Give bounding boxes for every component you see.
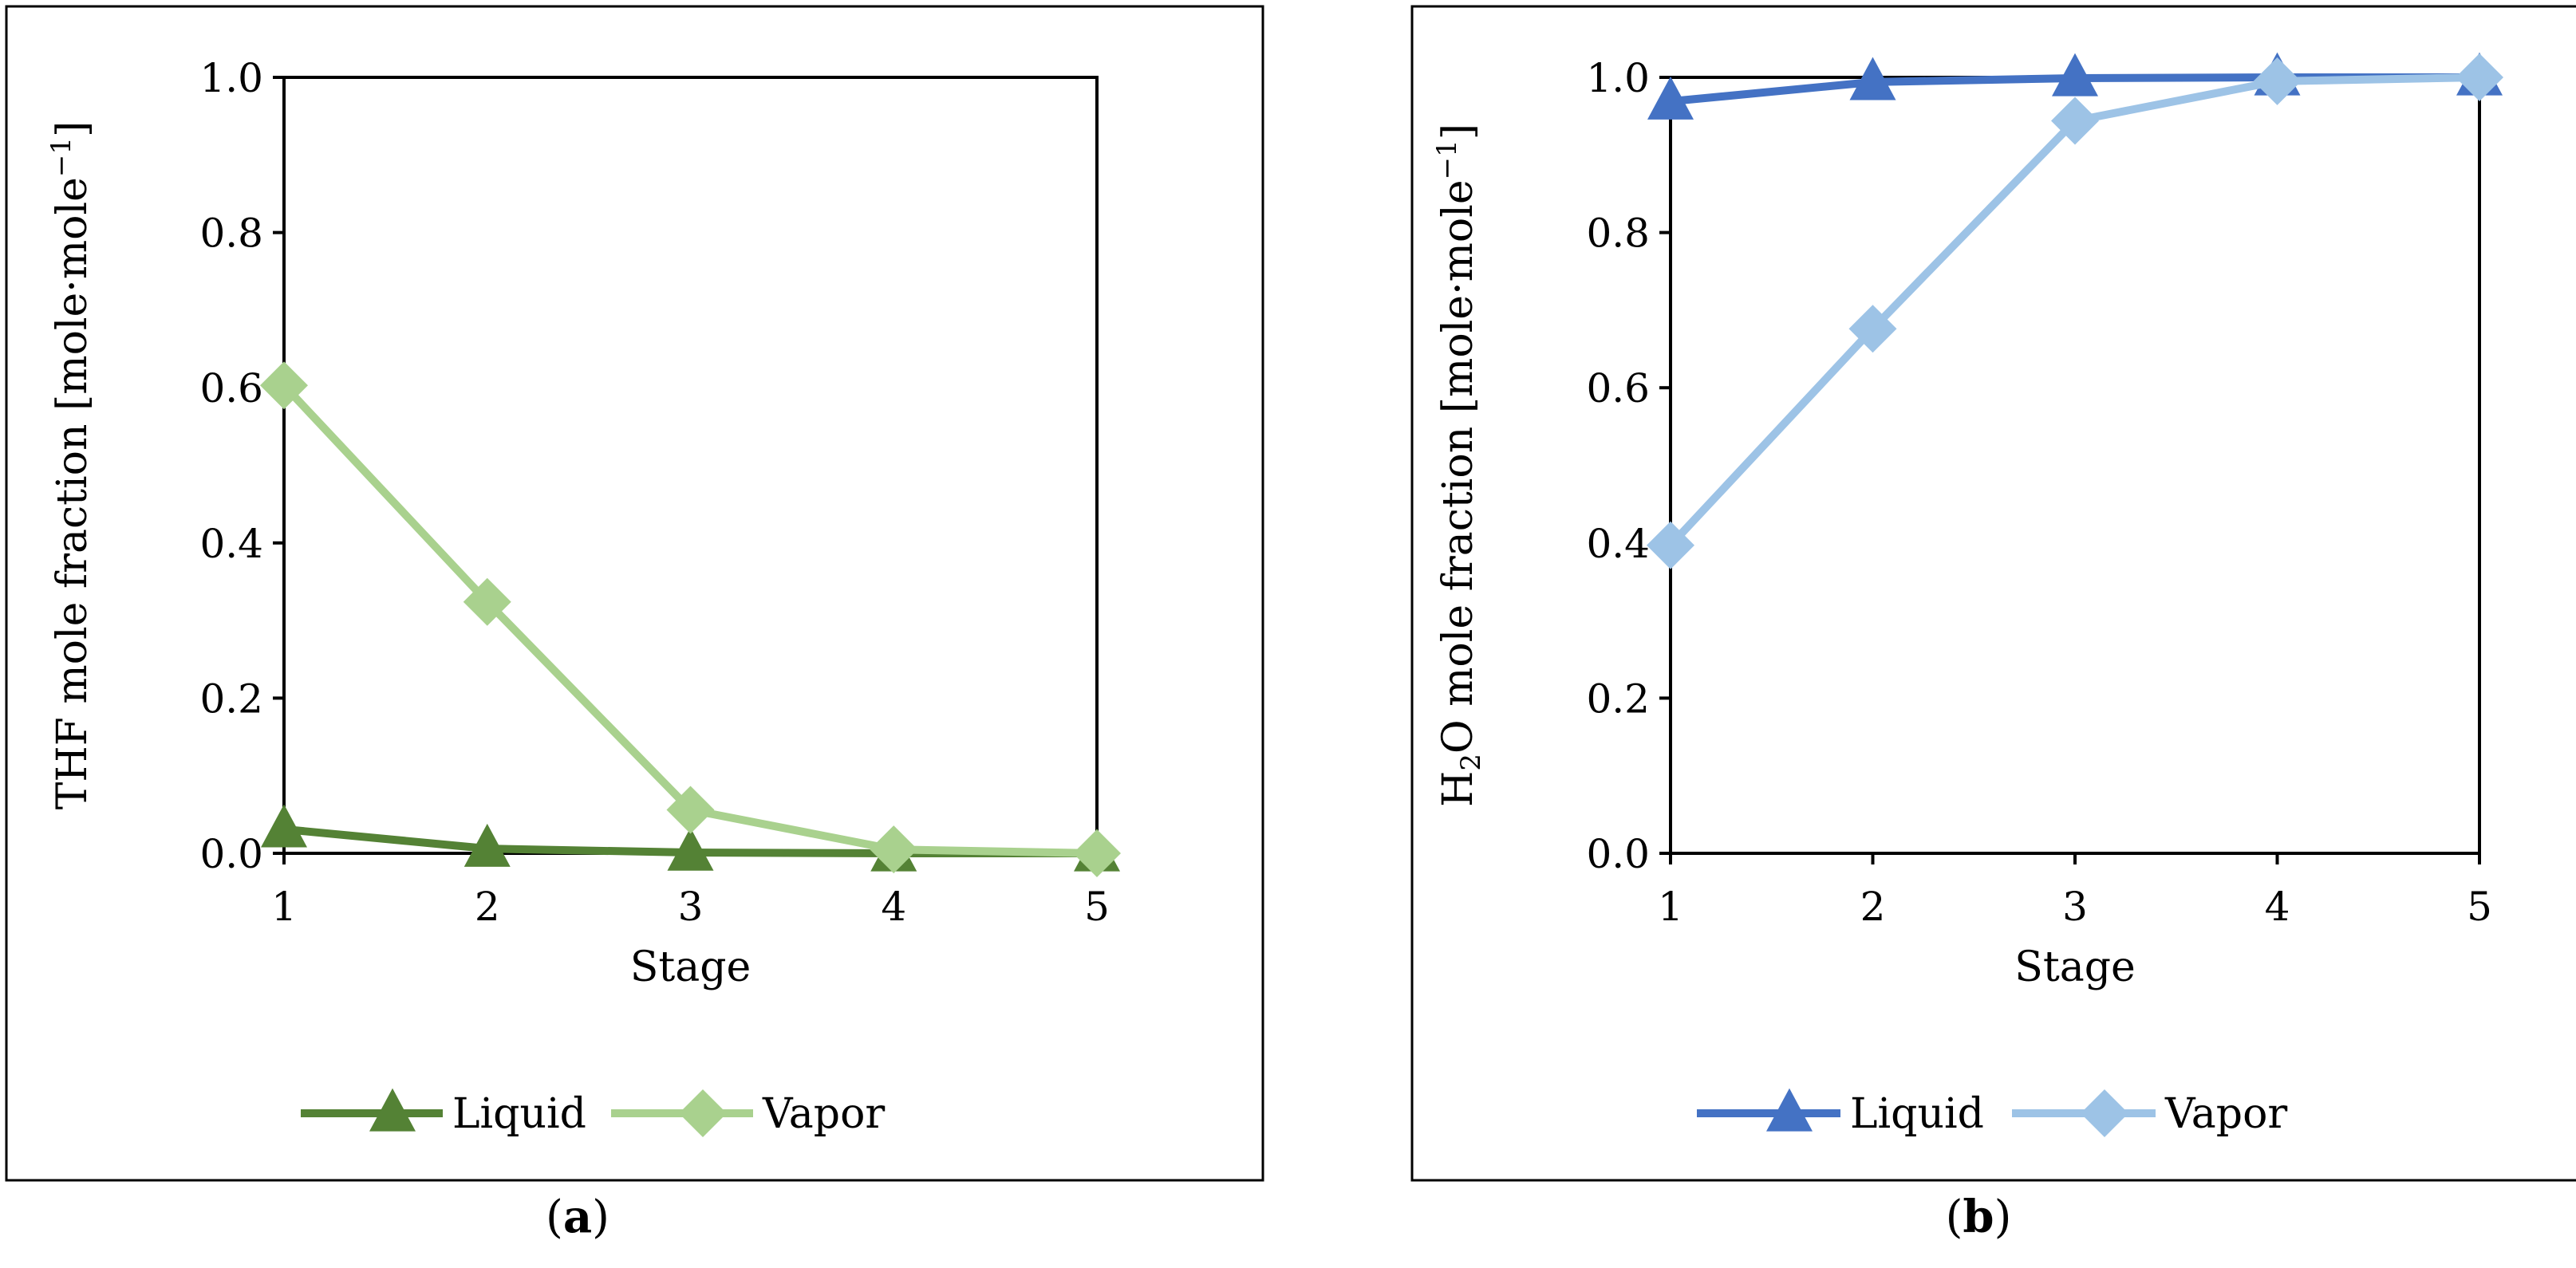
y-axis-label-superscript: −1 (45, 137, 77, 177)
x-tick-label: 2 (475, 884, 500, 930)
legend-marker-vapor (2081, 1089, 2128, 1137)
x-tick-label: 1 (271, 884, 297, 930)
data-point-vapor (2456, 53, 2503, 101)
panel-frame (1410, 5, 2576, 1182)
data-point-vapor (1848, 305, 1897, 353)
legend-item-liquid: Liquid (301, 1088, 586, 1138)
legend-label-vapor: Vapor (2164, 1090, 2287, 1138)
legend-label-liquid: Liquid (452, 1090, 586, 1138)
data-point-vapor (870, 825, 918, 874)
panel-caption-close: ) (592, 1191, 609, 1243)
panel-caption-open: ( (546, 1191, 563, 1243)
data-point-vapor (260, 361, 308, 410)
y-tick-label: 0.8 (199, 211, 263, 257)
data-point-liquid (1647, 76, 1694, 120)
y-axis-label-text-mid: O mole fraction [mole·mole (1434, 179, 1482, 754)
x-tick-label: 5 (1084, 884, 1110, 930)
x-tick-label: 3 (2062, 884, 2088, 930)
data-point-liquid (261, 804, 307, 848)
x-axis-label: Stage (2014, 943, 2136, 991)
panel-frame (5, 5, 1264, 1182)
y-axis-label-superscript: −1 (1431, 140, 1463, 179)
y-axis-label-text: H (1434, 771, 1482, 807)
data-point-vapor (2253, 57, 2302, 105)
data-point-liquid (667, 827, 714, 871)
y-tick-label: 0.8 (1586, 211, 1650, 257)
legend-label-vapor: Vapor (762, 1090, 885, 1138)
panel-caption-letter: b (1963, 1191, 1994, 1243)
y-tick-label: 0.2 (1586, 675, 1650, 722)
y-axis-label-subscript: 2 (1455, 754, 1487, 771)
panel-caption-close: ) (1994, 1191, 2012, 1243)
data-point-vapor (1073, 829, 1121, 877)
plot-area (1669, 76, 2481, 855)
chart-panel-a: 0.0 0.2 0.4 0.6 0.8 1.0 1 2 3 4 5 Stage THF mole fra… (5, 5, 1264, 1243)
legend-marker-liquid (369, 1088, 416, 1132)
data-point-liquid (464, 823, 511, 867)
x-tick-label: 1 (1658, 884, 1683, 930)
panel-caption: (a) (546, 1191, 609, 1243)
legend-item-vapor: Vapor (611, 1089, 885, 1138)
series-line-vapor (280, 381, 1101, 857)
legend-marker-vapor (679, 1089, 727, 1137)
x-tick-label: 2 (1860, 884, 1886, 930)
y-tick-label: 0.2 (199, 675, 263, 722)
y-tick-label: 0.6 (1586, 365, 1650, 412)
y-tick-label: 1.0 (1586, 55, 1650, 101)
data-point-liquid (1849, 57, 1896, 100)
data-point-vapor (666, 786, 715, 834)
y-tick-label: 0.6 (199, 365, 263, 412)
series-line-vapor (1667, 73, 2483, 549)
data-point-liquid (2052, 53, 2098, 96)
y-tick-label: 0.4 (199, 521, 263, 567)
y-axis-label-text-end: ] (49, 121, 97, 137)
plot-area (282, 76, 1099, 855)
panel-caption-open: ( (1946, 1191, 1963, 1243)
y-tick-label: 1.0 (199, 55, 263, 101)
x-tick-label: 4 (881, 884, 906, 930)
x-tick-label: 5 (2467, 884, 2492, 930)
y-axis-label-text-end: ] (1434, 124, 1482, 140)
y-axis-label-text: THF mole fraction [mole·mole (49, 177, 97, 809)
x-tick-label: 4 (2265, 884, 2290, 930)
data-point-vapor (1647, 521, 1694, 569)
y-axis-label: THF mole fraction [mole·mole−1] (45, 121, 97, 810)
x-axis-label: Stage (630, 943, 751, 991)
data-point-vapor (463, 577, 511, 626)
y-tick-label: 0.4 (1586, 521, 1650, 567)
legend-item-vapor: Vapor (2012, 1089, 2287, 1138)
legend-marker-liquid (1766, 1088, 1813, 1132)
data-point-vapor (2051, 96, 2099, 145)
legend-label-liquid: Liquid (1850, 1090, 1984, 1138)
legend-item-liquid: Liquid (1697, 1088, 1984, 1138)
panel-caption: (b) (1946, 1191, 2012, 1243)
x-tick-label: 3 (678, 884, 704, 930)
y-axis-label: H2O mole fraction [mole·mole−1] (1431, 124, 1487, 807)
y-tick-label: 0.0 (199, 831, 263, 877)
y-tick-label: 0.0 (1586, 831, 1650, 877)
panel-caption-letter: a (563, 1191, 592, 1243)
